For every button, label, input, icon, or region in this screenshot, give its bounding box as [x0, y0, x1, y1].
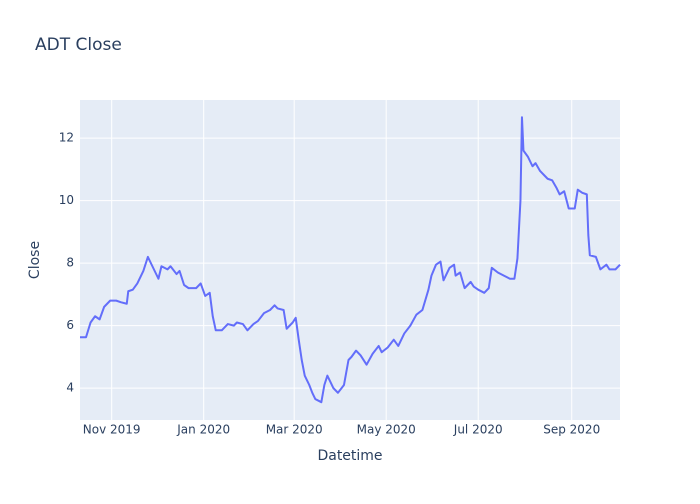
chart-title: ADT Close: [35, 35, 122, 55]
x-tick-label: Jul 2020: [453, 423, 503, 437]
y-tick-label: 12: [59, 131, 74, 145]
x-tick-label: Mar 2020: [266, 423, 323, 437]
x-tick-label: Sep 2020: [543, 423, 600, 437]
x-tick-label: Nov 2019: [83, 423, 141, 437]
line: [80, 116, 621, 404]
plot-area: [80, 100, 620, 420]
x-tick-label: Jan 2020: [176, 423, 230, 437]
x-tick-label: May 2020: [357, 423, 416, 437]
y-tick-label: 10: [59, 193, 74, 207]
y-tick-label: 8: [66, 256, 74, 270]
y-axis-title: Close: [27, 241, 43, 279]
x-axis-title: Datetime: [317, 448, 382, 464]
y-tick-label: 6: [66, 318, 74, 332]
y-tick-label: 4: [66, 381, 74, 395]
